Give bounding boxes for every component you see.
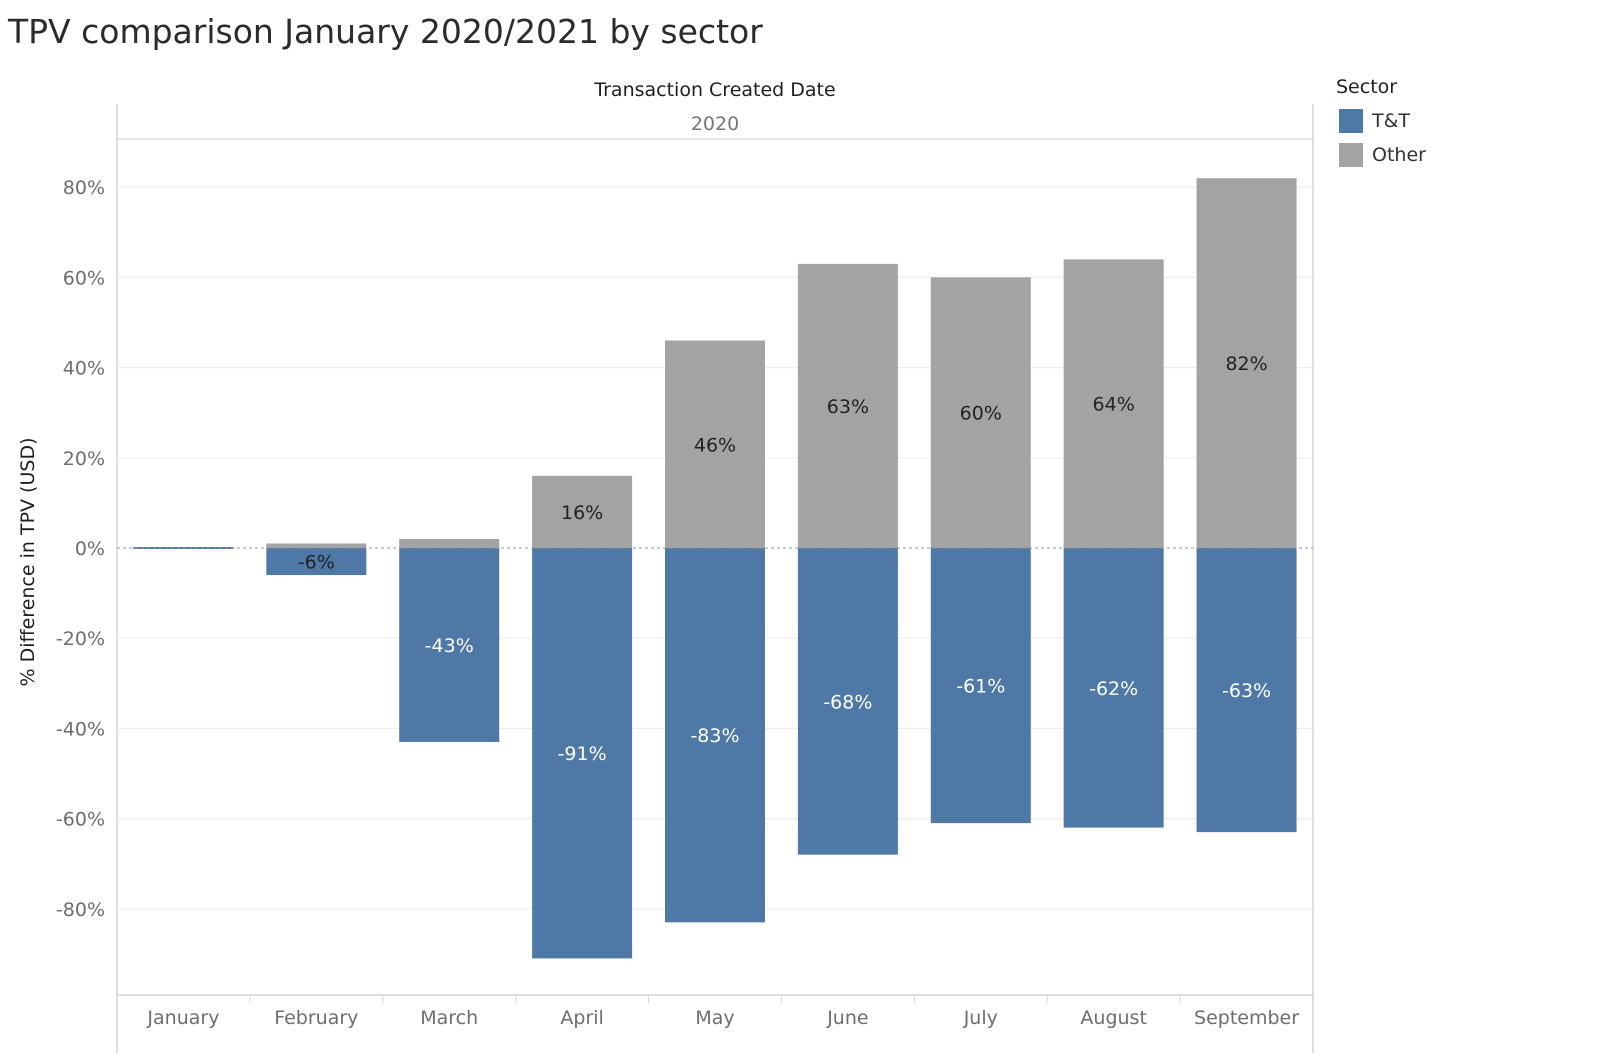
data-label-tt: -68% (823, 691, 872, 713)
bar-other-june (797, 263, 898, 548)
bar-other-august (1063, 259, 1164, 548)
x-tick-label: September (1194, 1007, 1299, 1029)
bar-tt-september (1196, 548, 1297, 833)
column-header-label: Transaction Created Date (593, 79, 835, 101)
data-label-other: 82% (1225, 353, 1267, 375)
data-label-tt: -83% (690, 725, 739, 747)
legend-item-other[interactable]: Other (1336, 138, 1426, 172)
bar-other-march (399, 538, 500, 548)
legend-label-other: Other (1372, 144, 1426, 166)
x-tick-label: August (1080, 1007, 1147, 1029)
bar-other-february (266, 543, 367, 548)
y-tick-label: -20% (56, 628, 105, 650)
x-tick-label: March (420, 1007, 478, 1029)
x-tick-label: July (963, 1007, 998, 1029)
y-tick-label: 60% (63, 267, 105, 289)
legend-label-tt: T&T (1372, 110, 1411, 132)
y-axis-title: % Difference in TPV (USD) (17, 438, 39, 687)
bar-tt-april (532, 548, 633, 959)
x-tick-label: January (146, 1007, 219, 1029)
data-label-other: 64% (1093, 394, 1135, 416)
x-tick-label: April (560, 1007, 603, 1029)
data-label-tt: -63% (1222, 680, 1271, 702)
data-label-other: 60% (960, 403, 1002, 425)
column-year-label: 2020 (691, 113, 739, 135)
bar-tt-august (1063, 548, 1164, 828)
x-tick-label: May (695, 1007, 734, 1029)
bar-tt-july (930, 548, 1031, 824)
bar-other-april (532, 475, 633, 548)
data-label-tt: -61% (956, 676, 1005, 698)
legend-swatch-other (1339, 143, 1363, 167)
x-tick-label: June (826, 1007, 868, 1029)
bar-tt-june (797, 548, 898, 855)
legend-title: Sector (1336, 76, 1398, 98)
y-tick-label: -80% (56, 899, 105, 921)
y-tick-label: 80% (63, 177, 105, 199)
y-tick-label: -40% (56, 718, 105, 740)
data-label-tt: -91% (558, 743, 607, 765)
bar-tt-february (266, 548, 367, 576)
legend-item-tt[interactable]: T&T (1336, 104, 1426, 138)
y-tick-label: 20% (63, 448, 105, 470)
data-label-other: 63% (827, 396, 869, 418)
bar-other-may (665, 340, 765, 548)
chart-title: TPV comparison January 2020/2021 by sect… (8, 12, 763, 51)
legend-swatch-tt (1339, 109, 1363, 133)
data-label-tt: -62% (1089, 678, 1138, 700)
y-tick-label: -60% (56, 809, 105, 831)
bar-other-september (1196, 178, 1297, 548)
y-tick-label: 0% (75, 538, 105, 560)
data-label-other: 16% (561, 502, 603, 524)
bar-tt-may (665, 548, 765, 923)
data-label-other: 46% (694, 434, 736, 456)
y-tick-label: 40% (63, 358, 105, 380)
data-label-tt: -6% (298, 552, 335, 574)
data-label-tt: -43% (425, 635, 474, 657)
bar-other-july (930, 277, 1031, 548)
x-tick-label: February (274, 1007, 358, 1029)
bar-tt-march (399, 548, 500, 742)
legend: Sector T&T Other (1336, 76, 1426, 172)
